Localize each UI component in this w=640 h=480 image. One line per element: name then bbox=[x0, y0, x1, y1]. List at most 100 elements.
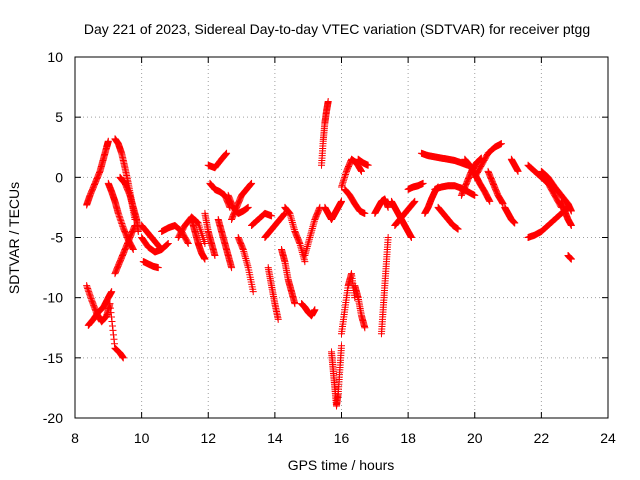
series-arc-43 bbox=[431, 182, 479, 199]
series-arc-14 bbox=[201, 209, 219, 260]
data-point bbox=[163, 241, 171, 249]
data-point bbox=[274, 315, 282, 323]
data-point bbox=[338, 197, 345, 205]
series-arc-33 bbox=[341, 185, 369, 217]
series-arc-35 bbox=[354, 155, 372, 169]
series-arc-49 bbox=[501, 203, 519, 227]
data-point bbox=[407, 234, 415, 241]
x-tick-label: 10 bbox=[134, 430, 150, 446]
series-arc-13 bbox=[188, 215, 209, 263]
x-tick-label: 14 bbox=[267, 430, 283, 446]
series-arc-23 bbox=[261, 209, 289, 241]
x-tick-labels: 8 10 12 14 16 18 20 22 24 bbox=[71, 430, 616, 446]
data-point bbox=[228, 264, 236, 272]
series-arc-10 bbox=[139, 258, 162, 272]
series-arc-2 bbox=[83, 137, 112, 209]
data-point bbox=[154, 264, 162, 272]
series-arc-47 bbox=[471, 140, 505, 181]
data-point bbox=[184, 240, 192, 248]
x-tick-label: 12 bbox=[200, 430, 216, 446]
series-arc-24 bbox=[278, 246, 299, 308]
series-arc-30 bbox=[328, 342, 345, 410]
data-point bbox=[240, 249, 248, 257]
series-arc-8 bbox=[138, 221, 166, 254]
series-arc-9 bbox=[138, 234, 172, 256]
y-tick-label: -15 bbox=[43, 350, 63, 366]
data-point bbox=[201, 240, 209, 248]
y-tick-label: -10 bbox=[43, 290, 63, 306]
data-point bbox=[499, 200, 507, 208]
data-point bbox=[384, 203, 392, 211]
data-point bbox=[280, 211, 288, 219]
x-tick-label: 20 bbox=[467, 430, 483, 446]
series-arc-15 bbox=[204, 149, 231, 172]
series-arc-50 bbox=[507, 155, 522, 175]
data-point bbox=[249, 288, 257, 296]
series-arc-22 bbox=[264, 264, 282, 323]
series-arc-20 bbox=[234, 234, 257, 296]
data-point bbox=[222, 150, 230, 158]
data-point bbox=[409, 199, 417, 207]
series-arc-29 bbox=[321, 197, 345, 223]
series-arc-7 bbox=[116, 173, 142, 235]
data-point bbox=[511, 219, 519, 227]
data-point bbox=[201, 255, 209, 263]
series-arc-53 bbox=[537, 167, 575, 215]
data-point bbox=[211, 252, 219, 260]
series-arc-40 bbox=[404, 179, 427, 193]
series-arc-44 bbox=[434, 203, 462, 233]
x-tick-label: 18 bbox=[400, 430, 416, 446]
data-point bbox=[244, 203, 252, 211]
data-point bbox=[304, 241, 312, 249]
data-point bbox=[361, 209, 369, 217]
series-arc-3 bbox=[84, 288, 116, 329]
series-arc-17 bbox=[214, 215, 236, 272]
data-point bbox=[119, 354, 127, 362]
data-point bbox=[134, 227, 142, 235]
x-axis-label: GPS time / hours bbox=[288, 457, 395, 473]
data-point bbox=[305, 235, 313, 243]
data-point bbox=[384, 234, 392, 241]
series-arc-48 bbox=[484, 167, 507, 208]
x-tick-label: 16 bbox=[334, 430, 350, 446]
data-point bbox=[248, 179, 256, 187]
data-point bbox=[497, 140, 505, 148]
series-arc-26 bbox=[298, 300, 319, 320]
data-point bbox=[291, 300, 299, 308]
y-tick-labels: -20 -15 -10 -5 0 5 10 bbox=[43, 49, 63, 426]
y-tick-label: -20 bbox=[43, 410, 63, 426]
data-point bbox=[419, 179, 427, 187]
data-points bbox=[83, 98, 575, 410]
x-tick-label: 8 bbox=[71, 430, 79, 446]
data-point bbox=[108, 288, 116, 296]
data-point bbox=[223, 149, 231, 157]
series-arc-21 bbox=[248, 209, 276, 229]
data-point bbox=[311, 306, 319, 314]
data-point bbox=[297, 245, 305, 253]
data-point bbox=[514, 167, 522, 175]
data-point bbox=[301, 258, 309, 266]
data-point bbox=[567, 255, 575, 263]
series-arc-6 bbox=[111, 221, 139, 278]
data-point bbox=[164, 240, 172, 248]
x-tick-label: 22 bbox=[534, 430, 550, 446]
data-point bbox=[454, 225, 462, 233]
data-point bbox=[184, 238, 192, 246]
axis-ticks bbox=[74, 56, 609, 419]
series-arc-28 bbox=[318, 98, 332, 169]
series-arc-54 bbox=[557, 197, 575, 229]
series-arc-36 bbox=[371, 195, 392, 217]
data-point bbox=[324, 98, 332, 106]
x-tick-label: 24 bbox=[600, 430, 616, 446]
series-arc-31 bbox=[338, 270, 359, 338]
series-arc-32 bbox=[338, 155, 365, 191]
series-arc-12 bbox=[174, 213, 209, 248]
data-point bbox=[104, 137, 112, 145]
data-point bbox=[239, 244, 247, 252]
data-point bbox=[364, 161, 372, 169]
data-point bbox=[338, 180, 346, 188]
series-arc-34 bbox=[351, 282, 369, 332]
series-arc-41 bbox=[417, 149, 472, 169]
data-point bbox=[129, 246, 137, 254]
